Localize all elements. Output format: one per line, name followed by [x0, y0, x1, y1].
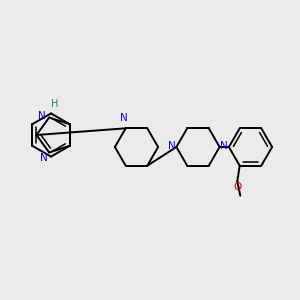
Text: H: H [51, 99, 58, 109]
Text: N: N [168, 141, 176, 151]
Text: N: N [38, 111, 45, 121]
Text: N: N [220, 141, 228, 151]
Text: O: O [233, 182, 242, 192]
Text: N: N [40, 153, 48, 163]
Text: N: N [120, 113, 128, 123]
